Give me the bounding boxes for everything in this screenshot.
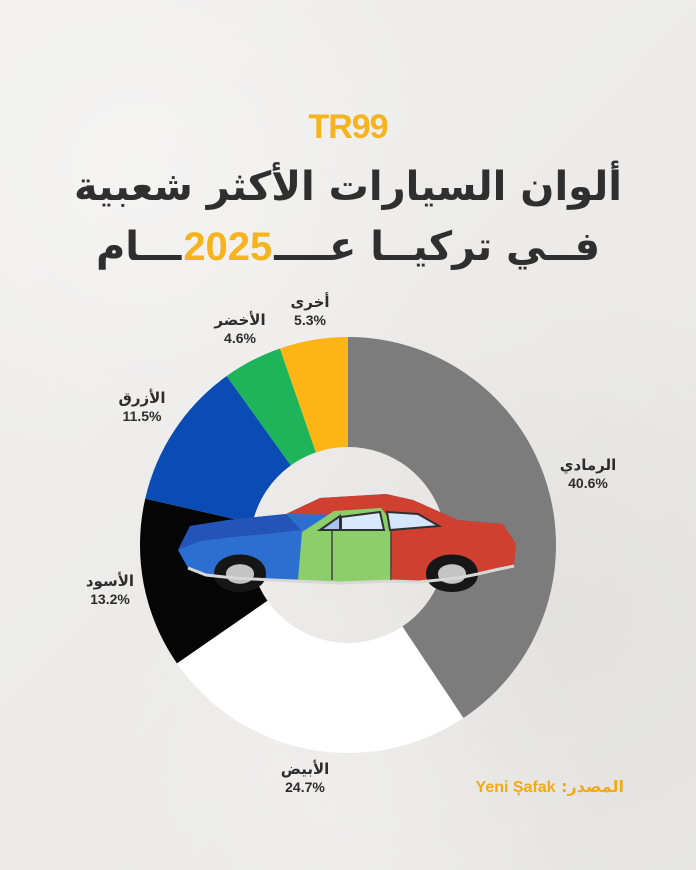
slice-label-4: الأخضر 4.6% (200, 311, 280, 347)
page-title-line-1: ألوان السيارات الأكثر شعبية (74, 164, 622, 210)
page-title-line-2: فــي تركيــا عــــ2025ـــام (0, 226, 696, 268)
slice-value-5: 5.3% (294, 311, 326, 328)
multicolor-car-icon (178, 494, 516, 592)
slice-name-3: الأزرق (118, 389, 166, 407)
slice-label-2: الأسود 13.2% (70, 572, 150, 608)
car-window-front (340, 510, 386, 531)
page-title-line-2-suffix: ـــام (95, 224, 182, 270)
donut-slice-1 (176, 600, 464, 753)
slice-label-5: أخرى 5.3% (270, 293, 350, 329)
donut-slice-4 (226, 348, 316, 466)
slice-value-4: 4.6% (224, 329, 256, 346)
car-rear-rim (438, 564, 466, 584)
car-door-lines (331, 529, 392, 580)
slice-value-2: 13.2% (90, 590, 130, 607)
car-hood-paint (178, 514, 301, 550)
slice-name-1: الأبيض (280, 760, 330, 778)
car-body (178, 494, 516, 583)
source-name: Yeni Şafak (475, 779, 556, 796)
slice-value-0: 40.6% (568, 474, 608, 491)
slice-name-0: الرمادي (559, 456, 617, 474)
slice-name-2: الأسود (85, 572, 135, 590)
car-front-rim (226, 564, 254, 584)
donut-slice-0 (348, 337, 556, 719)
page-title-year: 2025 (183, 225, 273, 269)
car-rear-wheel (426, 554, 478, 592)
slice-label-1: الأبيض 24.7% (265, 760, 345, 796)
car-door-paint (298, 508, 392, 583)
source-label: المصدر: (561, 777, 624, 796)
slice-name-4: الأخضر (214, 311, 266, 329)
donut-slice-2 (139, 498, 268, 664)
car-window-rear (385, 510, 443, 532)
brand-logo: TR99 (308, 108, 388, 146)
car-bumper-line (187, 564, 515, 585)
slice-value-3: 11.5% (122, 407, 162, 424)
car-front-wheel (214, 554, 266, 592)
page-title-line-2-prefix: فــي تركيــا عــــ (274, 224, 601, 270)
slice-value-1: 24.7% (285, 778, 325, 795)
donut-slice-5 (279, 337, 348, 453)
car-rear-paint (286, 494, 516, 582)
car-windshield (316, 514, 341, 531)
slice-label-3: الأزرق 11.5% (102, 389, 182, 425)
slice-name-5: أخرى (290, 293, 330, 311)
source-note: المصدر: Yeni Şafak (476, 777, 624, 797)
slice-label-0: الرمادي 40.6% (548, 456, 628, 492)
